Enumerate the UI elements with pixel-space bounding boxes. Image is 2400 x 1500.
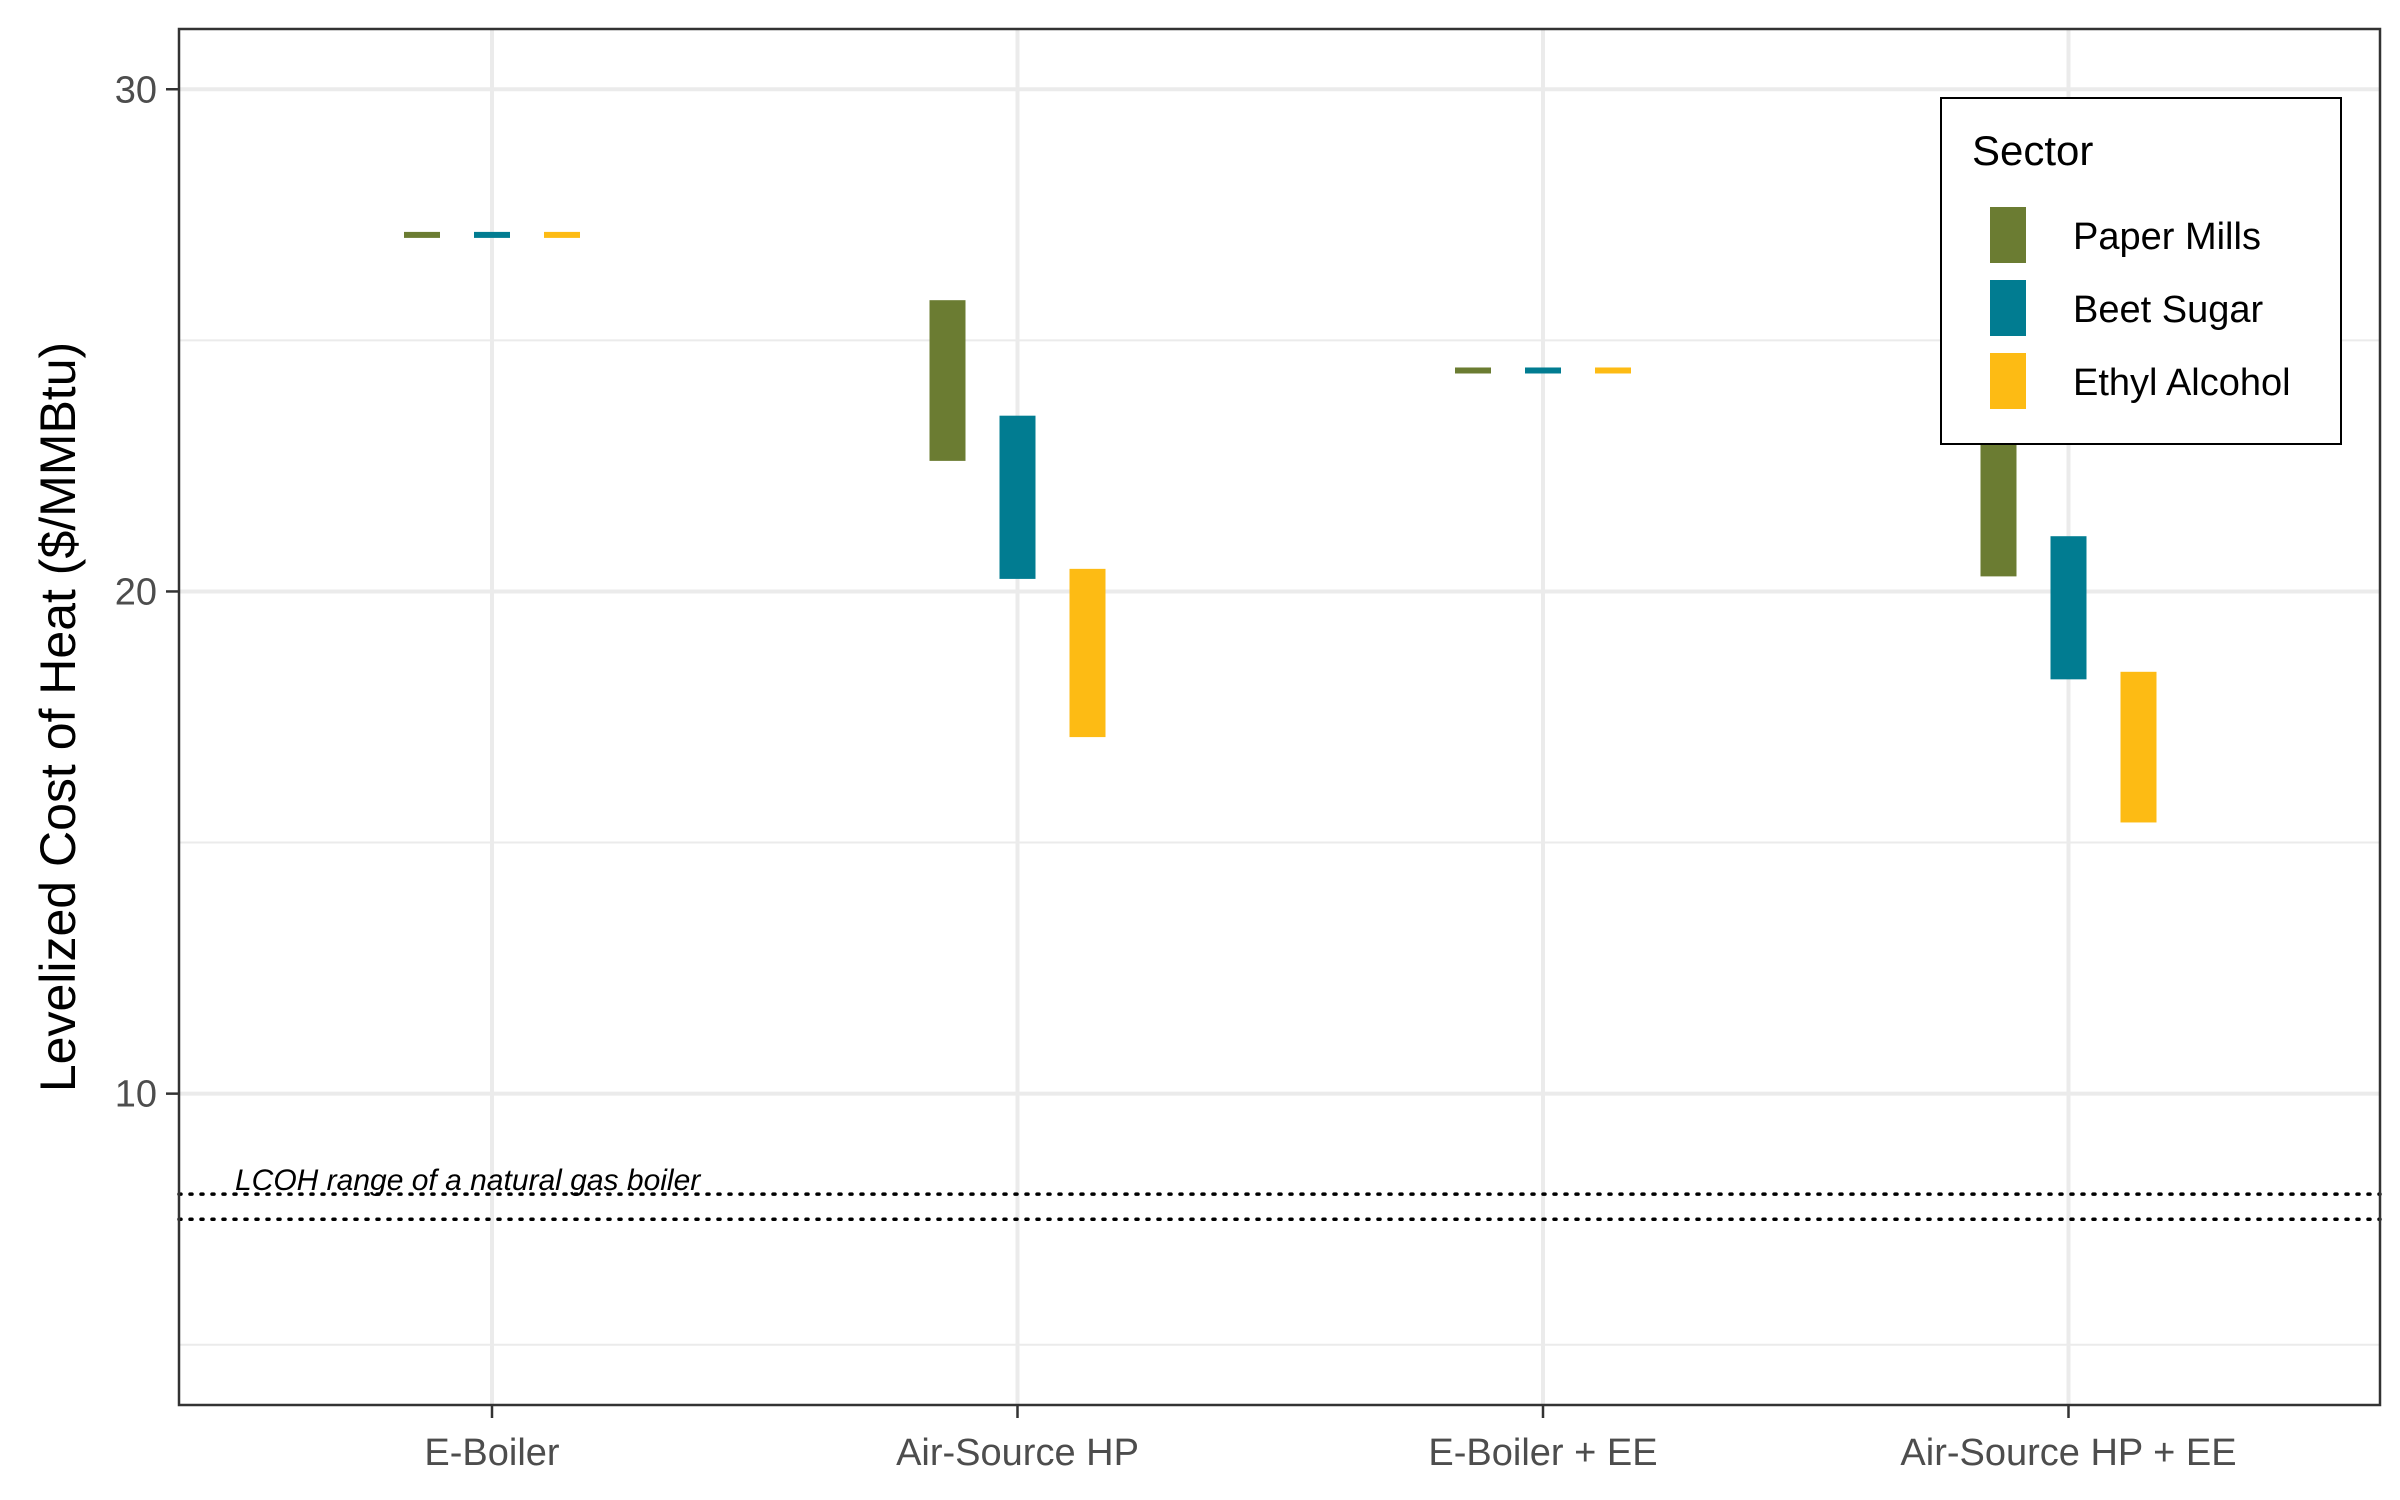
range-bar bbox=[2120, 671, 2157, 823]
grid-lines bbox=[179, 29, 2380, 1405]
x-tick-label: Air-Source HP bbox=[896, 1432, 1139, 1474]
range-bar bbox=[544, 231, 580, 238]
legend-key bbox=[1990, 353, 2026, 409]
range-bar bbox=[474, 231, 510, 238]
legend: Sector Paper Mills Beet Sugar Ethyl Alcohol bbox=[1940, 97, 2342, 445]
y-tick-label: 10 bbox=[115, 1074, 157, 1116]
plot-panel-border bbox=[177, 27, 2382, 1407]
reference-lines: LCOH range of a natural gas boiler bbox=[177, 1164, 2382, 1221]
range-bar bbox=[999, 415, 1036, 579]
x-tick-label: E-Boiler + EE bbox=[1428, 1432, 1657, 1474]
legend-label: Beet Sugar bbox=[2073, 289, 2263, 331]
range-bar bbox=[1595, 367, 1631, 374]
y-tick-label: 20 bbox=[115, 571, 157, 613]
x-tick-label: E-Boiler bbox=[424, 1432, 559, 1474]
bars bbox=[404, 231, 2157, 823]
range-bar bbox=[1525, 367, 1561, 374]
legend-key bbox=[1990, 207, 2026, 263]
range-bar bbox=[1069, 568, 1106, 738]
legend-label: Ethyl Alcohol bbox=[2073, 362, 2291, 404]
range-bar bbox=[2050, 536, 2087, 680]
x-tick-label: Air-Source HP + EE bbox=[1900, 1432, 2236, 1474]
reference-line-label: LCOH range of a natural gas boiler bbox=[235, 1164, 701, 1197]
range-bar bbox=[929, 300, 966, 461]
legend-title: Sector bbox=[1972, 127, 2093, 174]
y-axis-title: Levelized Cost of Heat ($/MMBtu) bbox=[30, 342, 86, 1092]
range-bar bbox=[404, 231, 440, 238]
y-tick-label: 30 bbox=[115, 69, 157, 111]
range-bar bbox=[1455, 367, 1491, 374]
axes: 10 20 30 E-Boiler Air-Source HP E-Boiler + EE… bbox=[115, 69, 2237, 1474]
legend-label: Paper Mills bbox=[2073, 216, 2261, 258]
legend-key bbox=[1990, 280, 2026, 336]
